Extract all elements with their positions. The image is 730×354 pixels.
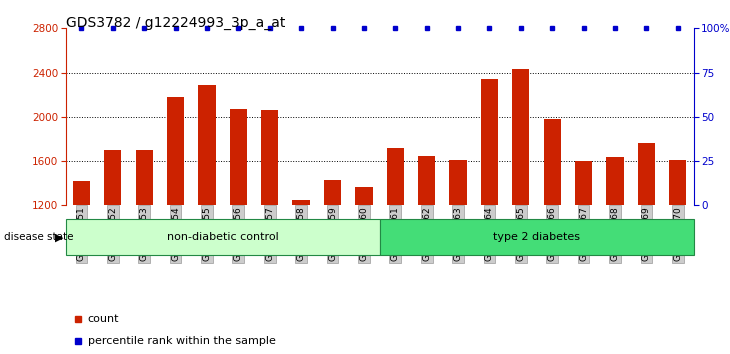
Bar	[450, 160, 466, 205]
Text: type 2 diabetes: type 2 diabetes	[493, 232, 580, 242]
Bar	[73, 181, 90, 205]
Bar	[387, 148, 404, 205]
Bar	[481, 79, 498, 205]
Text: count: count	[88, 314, 119, 325]
Bar	[66, 219, 380, 255]
Bar	[418, 155, 435, 205]
Bar	[607, 156, 623, 205]
Text: disease state: disease state	[4, 232, 73, 242]
Bar	[638, 143, 655, 205]
Text: non-diabetic control: non-diabetic control	[166, 232, 279, 242]
Bar	[136, 150, 153, 205]
Bar	[512, 69, 529, 205]
Bar	[293, 200, 310, 205]
Bar	[380, 219, 694, 255]
Bar	[324, 180, 341, 205]
Bar	[356, 187, 372, 205]
Bar	[544, 119, 561, 205]
Bar	[167, 97, 184, 205]
Bar	[575, 161, 592, 205]
Bar	[199, 85, 215, 205]
Bar	[261, 110, 278, 205]
Bar	[669, 160, 686, 205]
Text: ▶: ▶	[55, 232, 64, 242]
Bar	[104, 150, 121, 205]
Text: GDS3782 / g12224993_3p_a_at: GDS3782 / g12224993_3p_a_at	[66, 16, 285, 30]
Text: percentile rank within the sample: percentile rank within the sample	[88, 336, 275, 346]
Bar	[230, 109, 247, 205]
